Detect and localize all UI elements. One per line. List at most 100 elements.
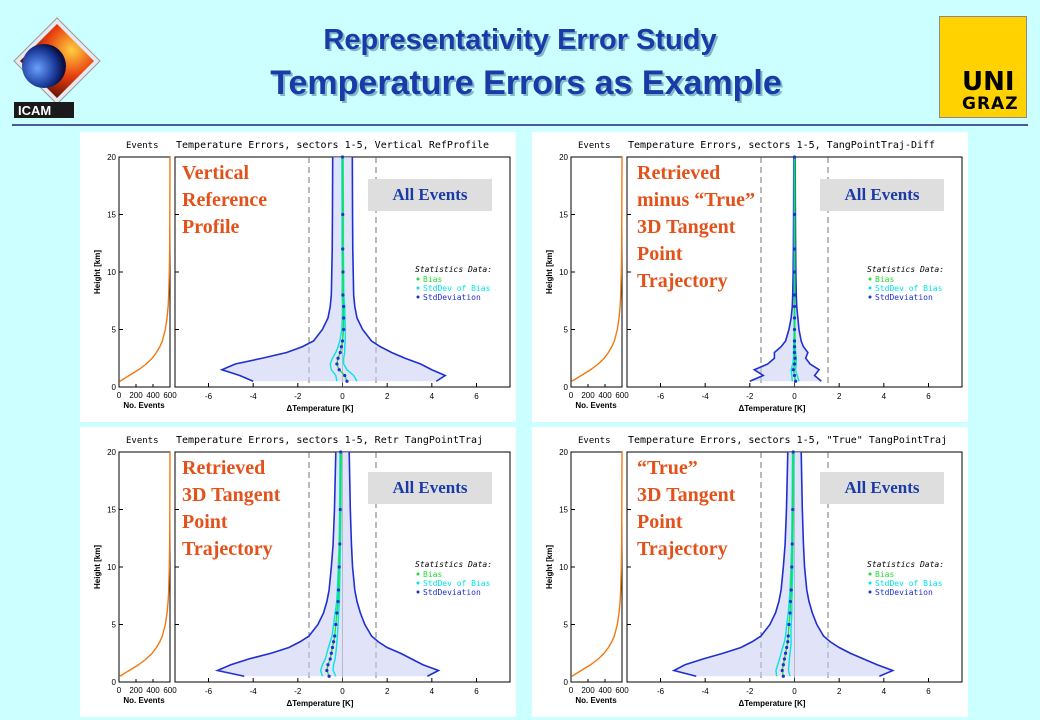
stddev-of-bias-right-line: [332, 451, 343, 677]
x-axis-label: ΔTemperature [K]: [739, 699, 806, 708]
bias-point: [342, 316, 346, 320]
events-x-axis-label: No. Events: [123, 401, 165, 410]
bias-point: [790, 542, 794, 546]
uni-graz-logo: UNI GRAZ: [939, 16, 1027, 118]
x-tick-label: 0: [340, 687, 345, 696]
bias-point: [333, 634, 337, 638]
bias-point: [341, 293, 345, 297]
x-axis-label: ΔTemperature [K]: [287, 404, 354, 413]
bias-point: [338, 507, 342, 512]
bias-point: [783, 651, 788, 655]
bias-point: [341, 247, 345, 251]
bias-point: [793, 356, 797, 360]
legend-item: StdDeviation: [875, 293, 933, 302]
stddev-right-line: [351, 156, 447, 382]
all-events-badge-2: All Events: [820, 179, 944, 211]
bias-point: [792, 339, 797, 343]
x-tick-label: 4: [882, 687, 887, 696]
chart-title: Temperature Errors, sectors 1-5, Vertica…: [176, 140, 489, 151]
chart-panel-1: Events Temperature Errors, sectors 1-5, V…: [80, 132, 516, 422]
events-panel-title: Events: [126, 436, 159, 446]
icam-logo: ICAM: [12, 16, 102, 120]
bias-point: [788, 611, 792, 615]
x-tick-label: 0: [340, 392, 345, 401]
x-tick-label: -2: [746, 687, 754, 696]
bias-point: [792, 270, 797, 274]
chart-svg-3: Events Temperature Errors, sectors 1-5, R…: [93, 435, 511, 708]
bias-point: [336, 588, 341, 592]
bias-point: [786, 634, 790, 638]
all-events-badge-3: All Events: [368, 472, 492, 504]
x-tick-label: 6: [926, 392, 931, 401]
events-x-axis-label: No. Events: [575, 401, 617, 410]
x-tick-label: -6: [657, 392, 665, 401]
bias-point: [792, 373, 797, 378]
events-x-tick-label: 400: [146, 391, 160, 400]
y-tick-label: 20: [107, 448, 116, 457]
events-x-tick-label: 0: [569, 686, 574, 695]
legend-marker: [868, 295, 872, 299]
bias-point: [791, 507, 795, 512]
x-tick-label: -6: [205, 687, 213, 696]
bias-point: [781, 674, 785, 678]
bias-point: [335, 611, 339, 615]
stddev-left-line: [214, 451, 337, 678]
events-x-tick-label: 200: [129, 391, 143, 400]
bias-point: [329, 651, 333, 655]
x-tick-label: 4: [430, 392, 435, 401]
stddev-left-line: [671, 451, 789, 678]
chart-title: Temperature Errors, sectors 1-5, Retr Ta…: [176, 435, 483, 446]
bias-point: [786, 640, 790, 644]
bias-point: [342, 304, 346, 309]
legend-item: Bias: [875, 275, 894, 284]
stddev-right-line: [800, 451, 895, 677]
bias-point: [341, 212, 345, 217]
events-panel-title: Events: [578, 141, 611, 151]
bias-point: [787, 622, 791, 627]
graz-logo-text: GRAZ: [962, 94, 1019, 114]
bias-point: [792, 327, 797, 332]
legend-item: StdDeviation: [423, 293, 481, 302]
legend-marker: [416, 277, 420, 281]
y-tick-label: 10: [559, 563, 568, 572]
bias-point: [336, 356, 340, 360]
legend-item: Bias: [875, 570, 894, 579]
bias-point: [341, 270, 345, 274]
bias-point: [339, 450, 343, 454]
legend-item: StdDev of Bias: [423, 284, 491, 293]
x-tick-label: 4: [882, 392, 887, 401]
bias-point: [343, 373, 347, 378]
x-tick-label: 2: [385, 392, 390, 401]
x-tick-label: -4: [250, 392, 258, 401]
y-tick-label: 0: [112, 383, 117, 392]
legend-marker: [868, 286, 872, 290]
all-events-badge-4: All Events: [820, 472, 944, 504]
bias-point: [790, 565, 794, 569]
bias-line: [326, 451, 342, 677]
events-x-tick-label: 200: [581, 686, 595, 695]
legend-marker: [416, 581, 420, 585]
chart-panel-2: Events Temperature Errors, sectors 1-5, T…: [532, 132, 968, 422]
x-tick-label: 0: [792, 392, 797, 401]
chart-panel-3: Events Temperature Errors, sectors 1-5, R…: [80, 427, 516, 717]
bias-point: [792, 316, 797, 320]
events-x-axis-label: No. Events: [575, 696, 617, 705]
chart-label-4: “True” 3D Tangent Point Trajectory: [637, 457, 736, 560]
stddev-shaded-area: [673, 452, 893, 677]
chart-svg-1: Events Temperature Errors, sectors 1-5, V…: [93, 140, 511, 413]
events-line: [119, 451, 171, 677]
stddev-of-bias-right-line: [342, 156, 358, 382]
header-divider: [12, 124, 1028, 126]
x-tick-label: -4: [702, 392, 710, 401]
chart-label-2: Retrieved minus “True” 3D Tangent Point …: [637, 162, 755, 292]
events-x-tick-label: 400: [598, 391, 612, 400]
stddev-left-line: [749, 156, 795, 382]
events-x-tick-label: 400: [598, 686, 612, 695]
legend-marker: [868, 572, 872, 576]
y-tick-label: 20: [107, 153, 116, 162]
y-tick-label: 5: [112, 326, 117, 335]
legend-marker: [416, 572, 420, 576]
y-axis-label: Height [km]: [93, 545, 102, 589]
legend-marker: [868, 581, 872, 585]
bias-point: [781, 663, 785, 667]
